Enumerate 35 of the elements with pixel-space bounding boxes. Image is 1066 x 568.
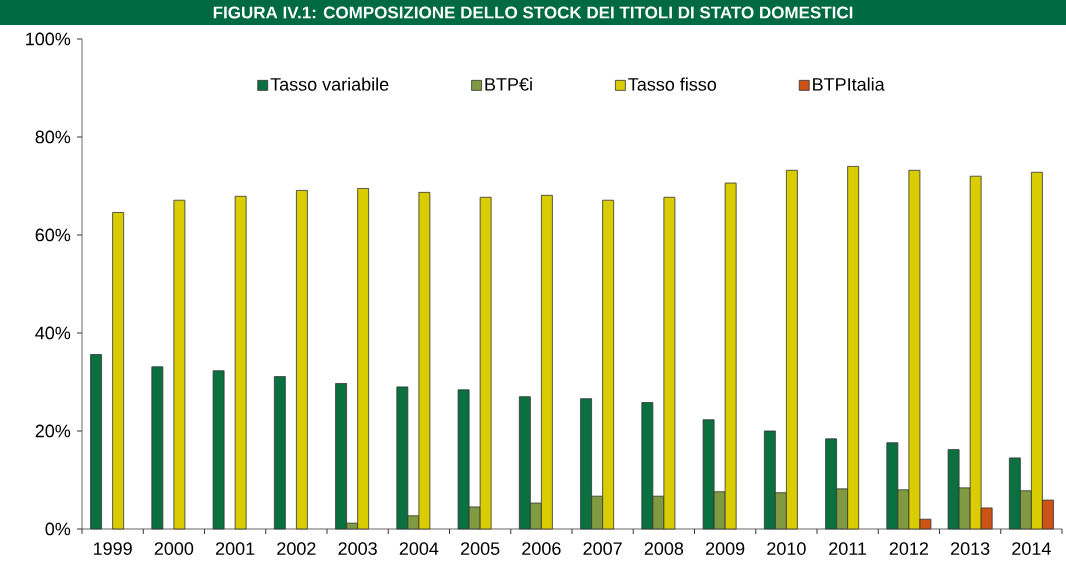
x-tick-label: 2014 [1012,542,1051,555]
x-tick-label: 2009 [706,542,745,555]
legend-label: BTPItalia [813,77,885,91]
legend-label: Tasso fisso [628,77,717,91]
x-tick-label: 2013 [951,542,990,555]
legend-label: BTP€i [485,77,532,91]
bar [295,190,308,530]
x-tick-label: 2008 [644,542,684,555]
chart-title: FIGURA IV.1: COMPOSIZIONE DELLO STOCK DEI TITOLI DI STATO DOMESTICI [213,6,853,19]
x-tick-label: 2011 [829,542,867,555]
x-tick-label: 2004 [399,542,439,555]
bar [273,376,286,530]
x-tick-label: 1999 [93,542,132,555]
y-tick-label: 80% [35,130,71,144]
bar [151,366,164,530]
x-tick-label: 2006 [522,542,561,555]
bar [234,195,247,530]
x-tick-label: 2000 [154,542,194,555]
bar [112,212,125,530]
y-tick-label: 0% [45,522,71,536]
legend-label: Tasso variabile [270,77,389,91]
y-tick-label: 100% [26,32,71,46]
x-tick-label: 2005 [461,542,500,555]
bar [173,199,186,530]
x-tick-label: 2003 [338,542,377,555]
bar [90,354,102,530]
x-tick-label: 2002 [277,542,316,555]
y-tick-label: 60% [35,228,71,242]
y-tick-label: 40% [35,326,71,340]
x-tick-label: 2007 [583,542,622,555]
x-tick-label: 2012 [889,542,928,555]
bar [212,370,225,530]
x-tick-label: 2001 [216,542,255,555]
y-tick-label: 20% [35,424,71,438]
x-tick-label: 2010 [767,542,806,555]
